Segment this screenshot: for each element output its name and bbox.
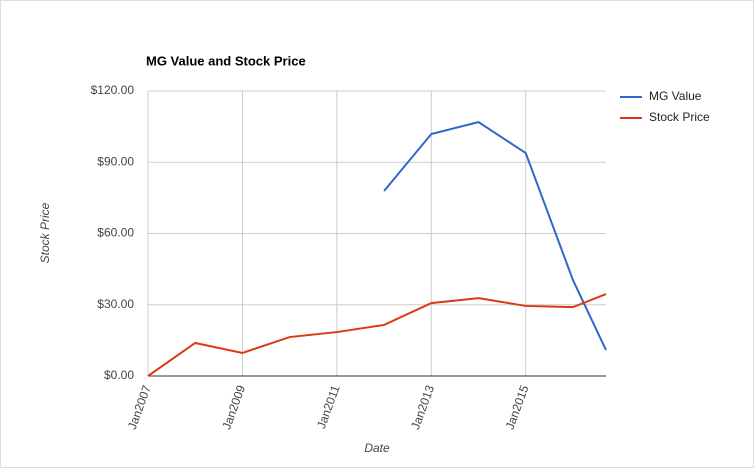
- y-axis-title: Stock Price: [38, 202, 52, 263]
- legend-label: MG Value: [649, 89, 702, 103]
- x-axis-title: Date: [364, 441, 390, 455]
- series-line: [147, 293, 607, 377]
- y-tick-label: $120.00: [91, 83, 135, 97]
- legend-label: Stock Price: [649, 110, 710, 124]
- y-tick-label: $90.00: [97, 154, 134, 168]
- y-tick-label: $30.00: [97, 297, 134, 311]
- y-tick-label: $0.00: [104, 368, 134, 382]
- series-line: [383, 121, 607, 351]
- y-tick-label: $60.00: [97, 226, 134, 240]
- chart-title: MG Value and Stock Price: [146, 53, 306, 68]
